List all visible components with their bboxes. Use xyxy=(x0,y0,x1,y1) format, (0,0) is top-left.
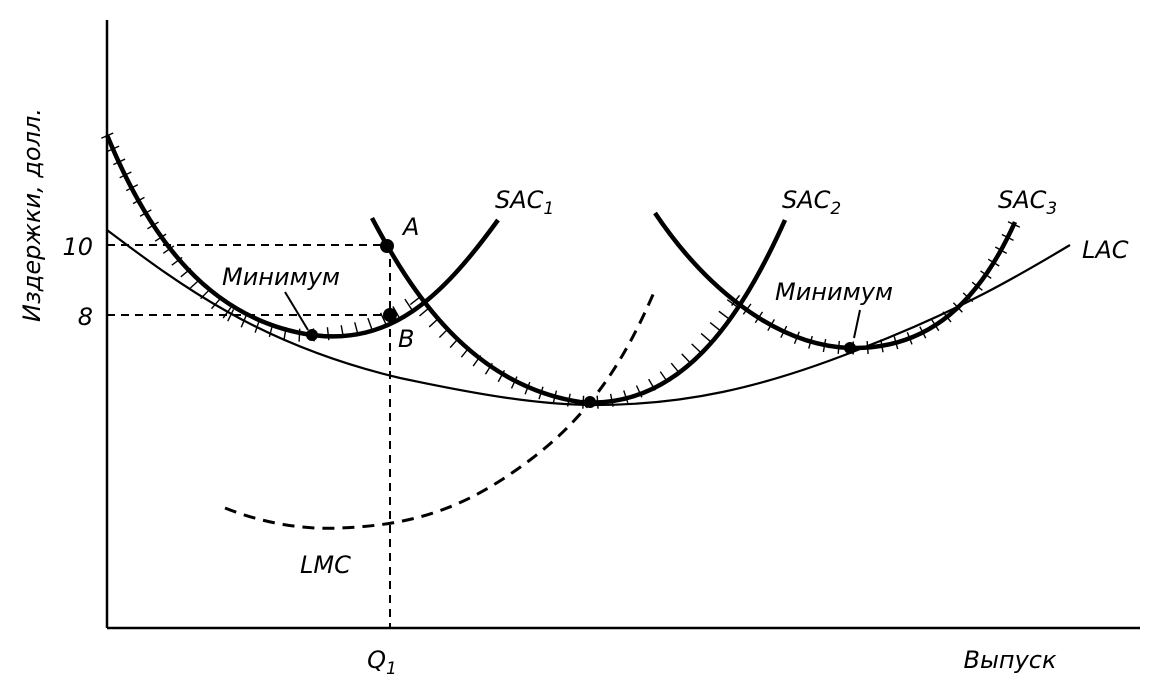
curve-label: LAC xyxy=(1082,236,1129,264)
x-tick-label: Q1 xyxy=(367,646,397,679)
annotation: Минимум xyxy=(222,263,340,291)
envelope-hatch xyxy=(409,296,741,409)
minimum-point xyxy=(844,342,856,354)
annotation: Минимум xyxy=(775,278,893,306)
point-label: B xyxy=(398,325,414,353)
curve-label: SAC2 xyxy=(782,186,841,219)
minimum-point xyxy=(306,329,318,341)
y-axis-label: Издержки, долл. xyxy=(18,108,46,322)
curve-label: LMC xyxy=(300,551,351,579)
point-b xyxy=(383,308,397,322)
sac2-curve xyxy=(370,216,788,405)
curve-label: SAC1 xyxy=(495,186,554,219)
lmc-curve xyxy=(224,289,657,530)
envelope-hatch xyxy=(101,132,234,321)
x-axis-label: Выпуск xyxy=(964,646,1058,674)
point-a xyxy=(380,239,394,253)
point-label: A xyxy=(401,213,419,241)
sac1-curve xyxy=(104,134,500,339)
pointer xyxy=(853,309,861,339)
tangent-point xyxy=(584,396,596,408)
y-tick-label: 8 xyxy=(78,303,93,331)
pointer xyxy=(284,291,309,331)
y-tick-label: 10 xyxy=(62,233,93,261)
curve-label: SAC3 xyxy=(998,186,1057,219)
